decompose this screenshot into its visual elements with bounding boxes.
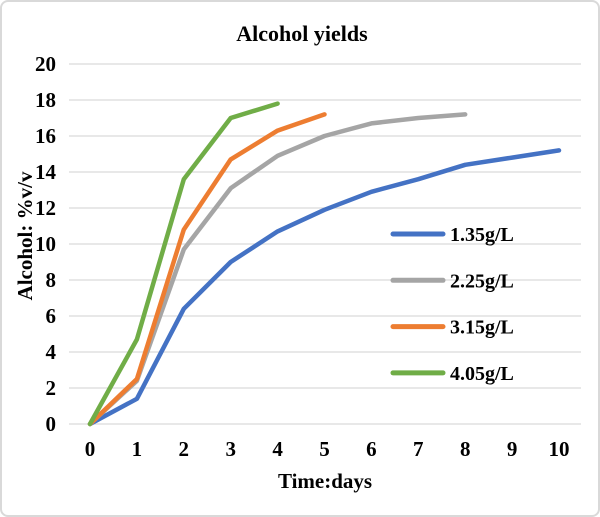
legend-label-2-25g-l: 2.25g/L [450,270,514,292]
y-tick-label-8: 8 [46,268,57,292]
series-line-4-05g-l [87,101,280,427]
x-tick-label-9: 9 [507,437,518,461]
y-tick-label-18: 18 [35,88,56,112]
x-tick-label-3: 3 [225,437,236,461]
y-axis-title: Alcohol: %v/v [13,171,37,301]
x-tick-label-5: 5 [319,437,330,461]
x-tick-label-8: 8 [460,437,471,461]
x-tick-label-6: 6 [366,437,377,461]
series-line-1-35g-l [87,148,562,427]
y-tick-label-10: 10 [35,232,56,256]
series-line-3-15g-l [87,112,327,427]
legend-label-4-05g-l: 4.05g/L [450,363,514,385]
x-tick-label-2: 2 [179,437,190,461]
y-tick-label-14: 14 [35,160,57,184]
y-tick-label-4: 4 [46,340,57,364]
x-tick-label-1: 1 [132,437,143,461]
x-axis-title: Time:days [277,469,373,493]
y-tick-label-2: 2 [46,376,57,400]
x-tick-label-7: 7 [413,437,424,461]
x-tick-label-10: 10 [549,437,570,461]
y-tick-label-6: 6 [46,304,57,328]
y-tick-label-0: 0 [46,412,57,436]
x-tick-label-4: 4 [272,437,283,461]
y-tick-label-16: 16 [35,124,56,148]
legend-label-3-15g-l: 3.15g/L [450,317,514,339]
y-tick-label-12: 12 [35,196,56,220]
y-tick-label-20: 20 [35,52,56,76]
x-tick-label-0: 0 [85,437,96,461]
series-line-2-25g-l [87,112,468,427]
legend-label-1-35g-l: 1.35g/L [450,224,514,246]
